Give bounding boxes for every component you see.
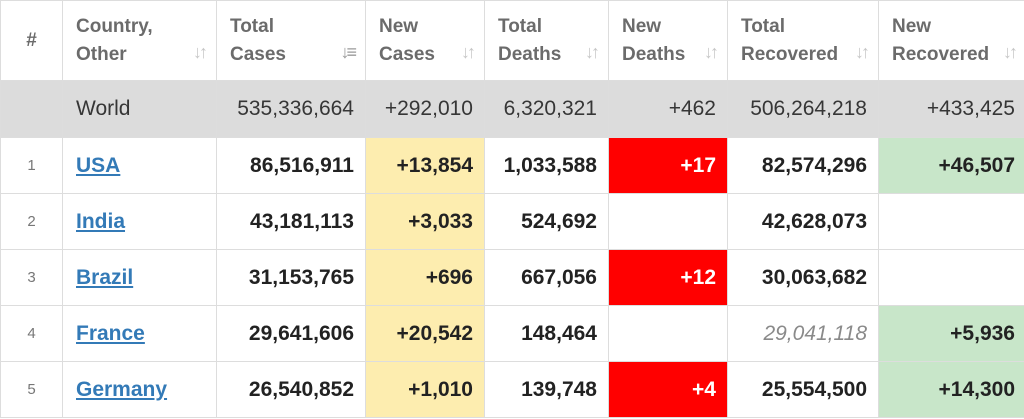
table-row: 3 Brazil 31,153,765 +696 667,056 +12 30,…: [0, 249, 1024, 306]
total-cases-cell: 86,516,911: [216, 137, 366, 194]
total-recovered-cell: 25,554,500: [727, 361, 879, 418]
total-cases-cell: 31,153,765: [216, 249, 366, 306]
header-country[interactable]: Country, Other ↓↑: [62, 0, 217, 81]
world-new-deaths: +462: [608, 80, 728, 138]
sort-arrows-icon[interactable]: ↓↑: [461, 42, 476, 62]
header-new-cases-line2: Cases: [379, 43, 435, 65]
sort-arrows-icon[interactable]: ↓↑: [585, 42, 600, 62]
world-new-recovered: +433,425: [878, 80, 1024, 138]
new-recovered-cell: +46,507: [878, 137, 1024, 194]
new-deaths-cell: +4: [608, 361, 728, 418]
total-cases-cell: 26,540,852: [216, 361, 366, 418]
total-recovered-cell: 30,063,682: [727, 249, 879, 306]
header-row: # Country, Other ↓↑ Total Cases ↓≡ New C…: [0, 0, 1024, 81]
header-total-cases-line1: Total: [230, 15, 274, 37]
sort-arrows-icon[interactable]: ↓↑: [855, 42, 870, 62]
country-cell: India: [62, 193, 217, 250]
header-total-recovered[interactable]: Total Recovered ↓↑: [727, 0, 879, 81]
sort-arrows-icon[interactable]: ↓↑: [1003, 42, 1018, 62]
header-total-recovered-line2: Recovered: [741, 43, 839, 65]
new-cases-cell: +13,854: [365, 137, 485, 194]
sort-arrows-icon[interactable]: ↓↑: [704, 42, 719, 62]
header-total-cases[interactable]: Total Cases ↓≡: [216, 0, 366, 81]
header-new-recovered-line1: New: [892, 15, 932, 37]
new-deaths-cell: +17: [608, 137, 728, 194]
world-label: World: [62, 80, 217, 138]
header-total-recovered-line1: Total: [741, 15, 785, 37]
new-cases-cell: +696: [365, 249, 485, 306]
total-cases-cell: 29,641,606: [216, 305, 366, 362]
header-new-recovered-line2: Recovered: [892, 43, 990, 65]
new-deaths-cell: [608, 193, 728, 250]
world-rank-cell: [0, 80, 63, 138]
country-cell: USA: [62, 137, 217, 194]
country-link-brazil[interactable]: Brazil: [76, 265, 134, 289]
new-recovered-cell: [878, 249, 1024, 306]
new-deaths-cell: [608, 305, 728, 362]
header-new-recovered[interactable]: New Recovered ↓↑: [878, 0, 1024, 81]
header-new-deaths-line2: Deaths: [622, 43, 686, 65]
row-rank: 3: [0, 249, 63, 306]
header-total-cases-line2: Cases: [230, 43, 286, 65]
total-deaths-cell: 139,748: [484, 361, 609, 418]
header-new-cases[interactable]: New Cases ↓↑: [365, 0, 485, 81]
sort-arrows-icon[interactable]: ↓↑: [193, 42, 208, 62]
world-row: World 535,336,664 +292,010 6,320,321 +46…: [0, 80, 1024, 138]
header-total-deaths-line2: Deaths: [498, 43, 562, 65]
total-deaths-cell: 667,056: [484, 249, 609, 306]
row-rank: 4: [0, 305, 63, 362]
new-recovered-cell: [878, 193, 1024, 250]
header-new-cases-line1: New: [379, 15, 419, 37]
row-rank: 5: [0, 361, 63, 418]
new-deaths-cell: +12: [608, 249, 728, 306]
country-link-france[interactable]: France: [76, 321, 145, 345]
world-total-recovered: 506,264,218: [727, 80, 879, 138]
header-country-line1: Country,: [76, 15, 153, 37]
table-row: 5 Germany 26,540,852 +1,010 139,748 +4 2…: [0, 361, 1024, 418]
world-total-cases: 535,336,664: [216, 80, 366, 138]
country-cell: Germany: [62, 361, 217, 418]
country-link-germany[interactable]: Germany: [76, 377, 168, 401]
table-row: 2 India 43,181,113 +3,033 524,692 42,628…: [0, 193, 1024, 250]
country-link-india[interactable]: India: [76, 209, 126, 233]
header-total-deaths[interactable]: Total Deaths ↓↑: [484, 0, 609, 81]
header-rank[interactable]: #: [0, 0, 63, 81]
table-row: 4 France 29,641,606 +20,542 148,464 29,0…: [0, 305, 1024, 362]
new-cases-cell: +20,542: [365, 305, 485, 362]
new-cases-cell: +1,010: [365, 361, 485, 418]
total-deaths-cell: 148,464: [484, 305, 609, 362]
total-recovered-cell: 82,574,296: [727, 137, 879, 194]
header-new-deaths[interactable]: New Deaths ↓↑: [608, 0, 728, 81]
world-total-deaths: 6,320,321: [484, 80, 609, 138]
new-recovered-cell: +14,300: [878, 361, 1024, 418]
total-recovered-cell: 42,628,073: [727, 193, 879, 250]
row-rank: 1: [0, 137, 63, 194]
country-cell: France: [62, 305, 217, 362]
country-link-usa[interactable]: USA: [76, 153, 121, 177]
total-deaths-cell: 1,033,588: [484, 137, 609, 194]
header-total-deaths-line1: Total: [498, 15, 542, 37]
header-new-deaths-line1: New: [622, 15, 662, 37]
sort-descending-icon[interactable]: ↓≡: [340, 42, 356, 62]
header-country-line2: Other: [76, 43, 127, 65]
table-row: 1 USA 86,516,911 +13,854 1,033,588 +17 8…: [0, 137, 1024, 194]
total-deaths-cell: 524,692: [484, 193, 609, 250]
total-recovered-cell: 29,041,118: [727, 305, 879, 362]
row-rank: 2: [0, 193, 63, 250]
world-new-cases: +292,010: [365, 80, 485, 138]
new-recovered-cell: +5,936: [878, 305, 1024, 362]
country-cell: Brazil: [62, 249, 217, 306]
new-cases-cell: +3,033: [365, 193, 485, 250]
total-cases-cell: 43,181,113: [216, 193, 366, 250]
header-rank-label: #: [26, 29, 37, 51]
